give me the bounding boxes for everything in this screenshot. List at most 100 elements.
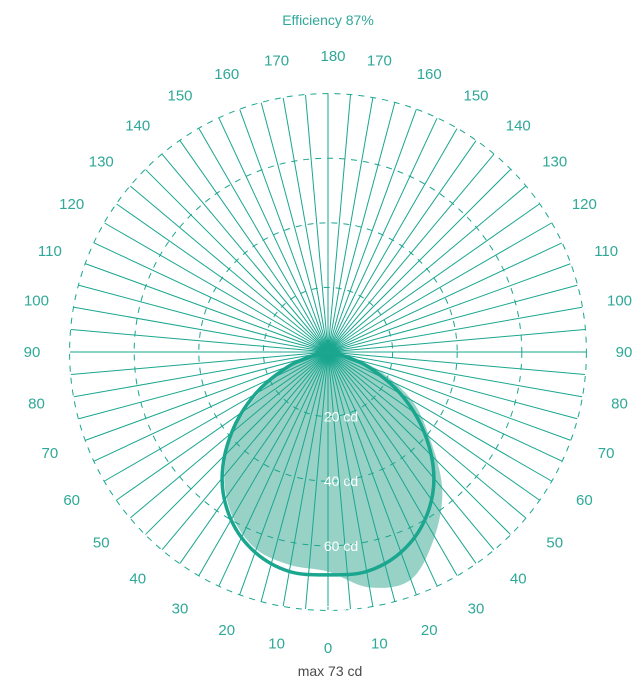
angle-label: 140 <box>125 117 150 134</box>
grid-spoke <box>218 117 329 353</box>
angle-label: 40 <box>129 571 146 588</box>
angle-label: 20 <box>421 622 438 639</box>
grid-spoke <box>327 222 552 353</box>
grid-spoke <box>327 351 374 607</box>
angle-label: 130 <box>89 154 114 171</box>
grid-spoke <box>327 109 417 353</box>
angle-label: 90 <box>24 344 41 361</box>
grid-spoke <box>327 351 583 398</box>
angle-label: 80 <box>611 395 628 412</box>
grid-spoke <box>327 185 526 353</box>
angle-label: 40 <box>510 571 527 588</box>
angle-label: 90 <box>616 344 633 361</box>
distribution-line-layer <box>220 350 436 577</box>
grid-spoke <box>327 140 477 353</box>
grid-spoke <box>130 185 329 353</box>
angle-label: 60 <box>63 492 80 509</box>
grid-spoke <box>93 351 329 462</box>
ring-label-layer: 20 cd 40 cd 60 cd 80 cd <box>324 409 358 619</box>
grid-spoke <box>85 263 329 353</box>
angle-label: 110 <box>594 243 618 260</box>
grid-spoke <box>78 284 329 353</box>
ring-label: 40 cd <box>324 473 358 489</box>
grid-spoke <box>179 351 329 564</box>
ring-label: 60 cd <box>324 538 358 554</box>
grid-spoke <box>327 351 540 501</box>
efficiency-label: Efficiency 87% <box>282 12 374 28</box>
angle-label: 130 <box>542 154 567 171</box>
grid-spoke <box>327 351 578 420</box>
max-value-label: max 73 cd <box>298 663 363 679</box>
grid-spoke <box>282 351 329 607</box>
grid-spoke <box>239 109 329 353</box>
angle-label: 0 <box>324 640 332 657</box>
angle-label: 10 <box>371 636 388 653</box>
grid-spoke <box>327 203 540 353</box>
grid-spoke <box>116 351 329 501</box>
angle-label: 170 <box>264 52 289 69</box>
grid-spoke <box>327 351 458 576</box>
angle-label: 150 <box>463 88 488 105</box>
grid-spoke <box>327 94 351 353</box>
angle-label: 150 <box>167 88 192 105</box>
grid-spoke <box>327 242 563 353</box>
grid-spoke <box>198 128 329 353</box>
ring-label: 20 cd <box>324 409 358 425</box>
grid-spoke <box>327 128 458 353</box>
distribution-line-series <box>220 350 436 577</box>
angle-label: 50 <box>93 534 110 551</box>
grid-spoke <box>116 203 329 353</box>
grid-spoke <box>327 284 578 353</box>
angle-label: 20 <box>218 622 235 639</box>
grid-spoke <box>327 117 438 353</box>
grid-spoke <box>327 169 511 353</box>
grid-spoke <box>305 351 329 610</box>
grid-spoke <box>93 242 329 353</box>
grid-spoke <box>198 351 329 576</box>
grid-spoke <box>327 154 495 353</box>
grid-spoke <box>260 351 329 602</box>
angle-label: 160 <box>214 66 239 83</box>
grid-ring <box>69 93 587 611</box>
grid-spoke <box>327 351 586 375</box>
angle-label: 30 <box>172 600 189 617</box>
angle-label: 120 <box>572 196 597 213</box>
grid-spoke <box>179 140 329 353</box>
grid-spoke <box>327 329 586 353</box>
angle-label: 70 <box>42 445 59 462</box>
grid-spoke <box>161 154 329 353</box>
grid-spoke <box>70 351 329 375</box>
grid-spoke <box>327 351 396 602</box>
angle-label: 160 <box>417 66 442 83</box>
ring-label: 80 cd <box>324 602 358 618</box>
grid-spoke <box>78 351 329 420</box>
grid-spoke <box>327 351 477 564</box>
angle-label: 100 <box>607 293 632 310</box>
angle-label: 50 <box>546 534 563 551</box>
angle-label: 110 <box>38 243 62 260</box>
angle-label: 120 <box>59 196 84 213</box>
grid-spoke <box>282 97 329 353</box>
grid-spoke <box>145 351 329 535</box>
angle-label: 60 <box>576 492 593 509</box>
grid-spoke <box>104 222 329 353</box>
grid-spoke <box>161 351 329 550</box>
angle-label-layer: 0 10 20 30 40 50 60 70 80 90 100 110 120 130 140 150 160… <box>24 48 633 657</box>
grid-spoke <box>305 94 329 353</box>
grid-spoke <box>327 351 438 587</box>
angle-label: 80 <box>28 395 45 412</box>
grid-spoke <box>70 329 329 353</box>
grid-spoke <box>327 97 374 353</box>
grid-spoke <box>327 351 511 535</box>
grid-spoke <box>327 351 552 482</box>
grid-spoke <box>73 306 329 353</box>
grid-spoke <box>260 102 329 353</box>
grid-spoke <box>327 102 396 353</box>
angle-label: 70 <box>598 445 615 462</box>
grid-spoke <box>327 351 351 610</box>
grid-spoke <box>145 169 329 353</box>
angle-label: 170 <box>367 52 392 69</box>
angle-label: 100 <box>24 293 49 310</box>
angle-label: 30 <box>468 600 485 617</box>
